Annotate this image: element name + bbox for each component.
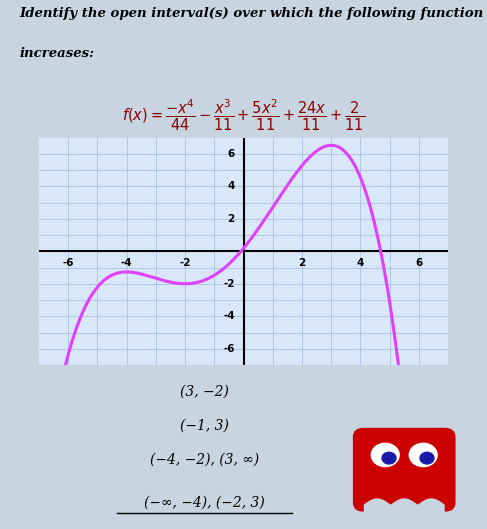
- Circle shape: [382, 452, 396, 464]
- Text: (3, −2): (3, −2): [180, 384, 229, 398]
- Text: (−4, −2), (3, ∞): (−4, −2), (3, ∞): [150, 453, 259, 467]
- Bar: [364, 486, 445, 505]
- Text: -6: -6: [223, 344, 235, 354]
- Text: increases:: increases:: [19, 48, 94, 60]
- Circle shape: [371, 443, 399, 467]
- Text: -2: -2: [223, 279, 235, 289]
- Text: 6: 6: [415, 258, 422, 268]
- Text: $f(x) = \dfrac{-x^4}{44} - \dfrac{x^3}{11} + \dfrac{5x^2}{11} + \dfrac{24x}{11} : $f(x) = \dfrac{-x^4}{44} - \dfrac{x^3}{1…: [122, 98, 365, 133]
- Text: 2: 2: [299, 258, 305, 268]
- Text: -4: -4: [121, 258, 132, 268]
- Circle shape: [420, 452, 434, 464]
- Text: 2: 2: [227, 214, 235, 224]
- FancyBboxPatch shape: [354, 428, 455, 511]
- Circle shape: [409, 443, 437, 467]
- Text: 6: 6: [227, 149, 235, 159]
- Text: 4: 4: [356, 258, 364, 268]
- Text: -2: -2: [179, 258, 191, 268]
- Text: (−1, 3): (−1, 3): [180, 418, 229, 433]
- Text: -6: -6: [62, 258, 74, 268]
- Text: -4: -4: [223, 311, 235, 321]
- Text: 4: 4: [227, 181, 235, 191]
- Text: Identify the open interval(s) over which the following function: Identify the open interval(s) over which…: [19, 7, 484, 21]
- Text: (−∞, −4), (−2, 3): (−∞, −4), (−2, 3): [144, 496, 265, 510]
